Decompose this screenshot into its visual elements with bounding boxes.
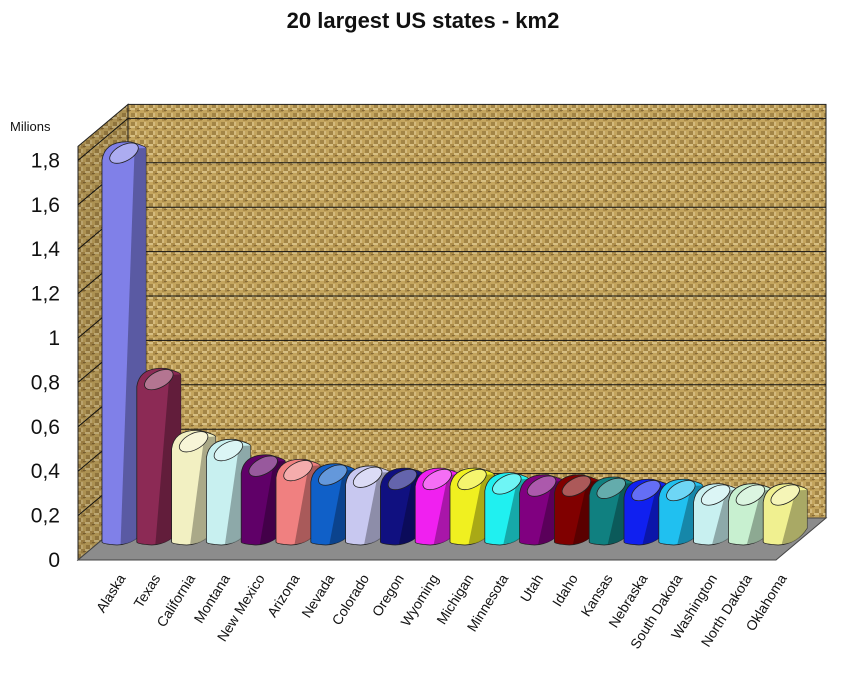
x-tick-label: Oregon <box>369 571 407 619</box>
x-tick-label: Utah <box>517 571 546 605</box>
bar-top <box>248 455 278 477</box>
bar-top <box>213 440 244 462</box>
bar-top <box>144 369 174 391</box>
y-tick-label: 1,6 <box>31 194 60 217</box>
y-tick-label: 0,2 <box>31 505 60 528</box>
x-tick-label: Kansas <box>577 571 615 619</box>
y-tick-label: 1 <box>48 327 60 350</box>
bar-top <box>631 480 661 502</box>
x-tick-label: Texas <box>130 571 163 610</box>
bar-top <box>457 468 487 491</box>
bar-top <box>735 484 766 506</box>
y-tick-label: 1,4 <box>31 238 61 261</box>
bar-shadow <box>781 489 808 544</box>
bar-texas <box>136 367 182 546</box>
y-tick-label: 0,8 <box>31 371 60 394</box>
y-tick-label: 0,4 <box>31 460 61 483</box>
x-tick-label: Alaska <box>93 571 129 615</box>
bar-top <box>596 477 626 499</box>
chart-title: 20 largest US states - km2 <box>286 8 560 33</box>
bar-top <box>422 468 452 491</box>
bar-top <box>352 466 383 488</box>
bar-top <box>283 460 313 482</box>
y-axis: 0 0,2 0,4 0,6 0,8 1 1,2 1,4 1,6 1,8 <box>31 149 61 572</box>
bar-top <box>770 484 800 506</box>
bar-top <box>666 480 696 502</box>
bar-top <box>109 142 139 164</box>
bar-top <box>178 431 209 453</box>
bar-arizona <box>275 458 321 546</box>
y-tick-label: 1,2 <box>31 283 60 306</box>
bar-top <box>492 473 522 495</box>
y-tick-label: 0,6 <box>31 416 60 439</box>
y-tick-label: 1,8 <box>31 149 60 172</box>
bar-top <box>318 464 348 486</box>
x-tick-label: Idaho <box>549 571 581 609</box>
bars <box>101 141 808 546</box>
y-tick-label: 0 <box>48 549 60 572</box>
bar-top <box>526 475 557 497</box>
gridline-side <box>77 118 129 161</box>
bar-top <box>561 475 592 497</box>
bar-top <box>387 468 418 491</box>
y-axis-unit-label: Milions <box>10 119 51 134</box>
bar-oklahoma <box>762 483 808 546</box>
x-tick-label: Arizona <box>264 571 303 620</box>
bar-top <box>700 484 731 506</box>
